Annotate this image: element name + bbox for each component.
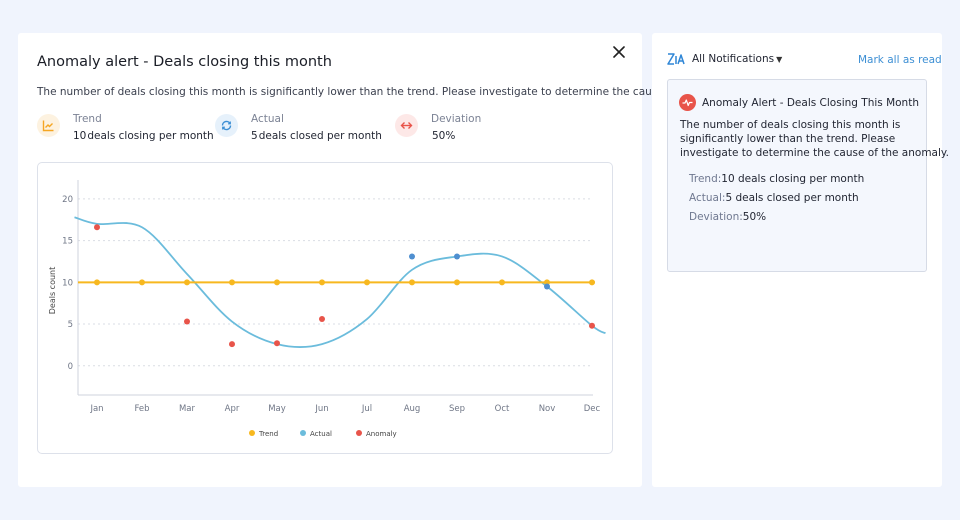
trend-point <box>274 279 280 286</box>
caret-down-icon: ▼ <box>776 54 783 64</box>
deals-line-chart: 0 5 10 15 20 Jan Feb Mar Apr May Jun Jul Aug Sep Oct No… <box>48 180 606 438</box>
anomaly-point <box>229 341 235 348</box>
y-tick-label: 5 <box>68 320 73 330</box>
x-tick-label: Aug <box>404 404 421 414</box>
metric-trend: Trend 10deals closing per month <box>37 113 214 142</box>
notification-deviation-row: Deviation:50% <box>689 211 767 223</box>
notification-description: The number of deals closing this month i… <box>680 119 949 159</box>
anomaly-point <box>319 316 325 323</box>
legend-marker <box>300 430 306 436</box>
actual-point <box>544 283 550 290</box>
y-tick-label: 0 <box>68 362 73 372</box>
trend-point <box>229 279 235 286</box>
notification-title: Anomaly Alert - Deals Closing This Month <box>702 97 919 109</box>
anomaly-point <box>589 322 595 329</box>
trend-point <box>364 279 370 286</box>
close-icon <box>612 45 625 58</box>
x-tick-label: Sep <box>449 404 465 414</box>
notification-trend-row: Trend:10 deals closing per month <box>689 173 865 185</box>
actual-point <box>409 253 415 260</box>
legend-marker <box>249 430 255 436</box>
x-tick-label: Jan <box>89 404 103 414</box>
trend-point <box>184 279 190 286</box>
deals-chart: 0 5 10 15 20 Jan Feb Mar Apr May Jun Jul Aug Sep Oct No… <box>37 162 613 454</box>
x-tick-label: Oct <box>495 404 510 414</box>
trend-icon <box>37 114 60 137</box>
x-tick-label: Dec <box>584 404 601 414</box>
x-tick-label: Feb <box>134 404 149 414</box>
metric-label: Actual <box>251 113 284 125</box>
x-tick-label: Mar <box>179 404 196 414</box>
x-tick-label: Jul <box>361 404 372 414</box>
anomaly-pulse-icon <box>679 94 696 111</box>
anomaly-point <box>184 318 190 325</box>
metric-value: 10deals closing per month <box>73 130 214 142</box>
trend-point <box>319 279 325 286</box>
x-tick-label: Nov <box>539 404 556 414</box>
metric-actual: Actual 5deals closed per month <box>215 113 382 142</box>
anomaly-point <box>274 340 280 347</box>
legend-label: Trend <box>258 430 278 438</box>
metric-value: 50% <box>432 130 456 142</box>
y-tick-label: 15 <box>62 237 73 247</box>
y-axis-label: Deals count <box>48 267 57 315</box>
notification-card[interactable]: Anomaly Alert - Deals Closing This Month… <box>667 79 949 272</box>
trend-point <box>409 279 415 286</box>
y-tick-label: 10 <box>62 278 73 288</box>
notification-actual-row: Actual:5 deals closed per month <box>689 192 859 204</box>
deviation-icon <box>395 114 418 137</box>
refresh-icon <box>215 114 238 137</box>
metric-label: Trend <box>73 113 102 125</box>
legend-label: Anomaly <box>366 430 397 438</box>
x-tick-label: Apr <box>225 404 240 414</box>
filter-label: All Notifications <box>692 53 775 65</box>
metric-label: Deviation <box>431 113 482 125</box>
mark-all-read-link[interactable]: Mark all as read <box>858 54 942 66</box>
trend-point <box>544 279 550 286</box>
modal-title: Anomaly alert - Deals closing this month <box>37 54 332 70</box>
y-tick-label: 20 <box>62 195 73 205</box>
legend-marker <box>356 430 362 436</box>
alert-description: The number of deals closing this month i… <box>37 86 749 98</box>
actual-point <box>454 253 460 260</box>
trend-point <box>499 279 505 286</box>
legend-label: Actual <box>310 430 332 438</box>
metric-deviation: Deviation 50% <box>395 113 481 142</box>
metric-value: 5deals closed per month <box>251 130 382 142</box>
x-tick-label: Jun <box>314 404 328 414</box>
zia-logo-icon <box>667 53 685 65</box>
anomaly-alert-modal: Anomaly alert - Deals closing this month… <box>18 33 748 487</box>
trend-point <box>589 279 595 286</box>
notifications-panel: All Notifications ▼ Mark all as read Ano… <box>652 33 949 487</box>
trend-point <box>94 279 100 286</box>
trend-point <box>454 279 460 286</box>
trend-point <box>139 279 145 286</box>
x-tick-label: May <box>268 404 286 414</box>
notification-filter-dropdown[interactable]: All Notifications ▼ <box>692 53 782 65</box>
anomaly-point <box>94 224 100 231</box>
close-button[interactable] <box>610 43 627 60</box>
